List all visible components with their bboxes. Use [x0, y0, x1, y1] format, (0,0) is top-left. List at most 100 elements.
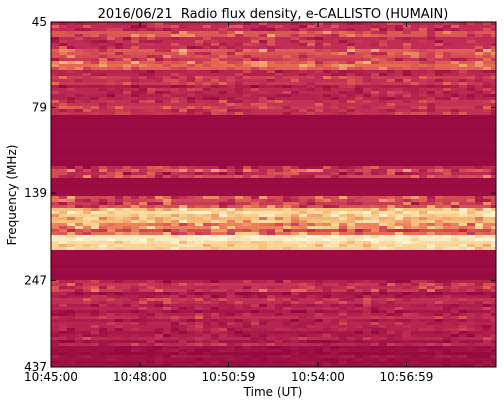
spectrogram-cell	[435, 40, 443, 43]
spectrogram-cell	[379, 283, 387, 286]
spectrogram-cell	[51, 28, 59, 31]
spectrogram-cell	[91, 343, 99, 346]
spectrogram-cell	[323, 199, 331, 202]
spectrogram-cell	[283, 307, 291, 310]
spectrogram-cell	[291, 247, 299, 250]
spectrogram-cell	[403, 112, 411, 115]
spectrogram-cell	[483, 217, 491, 220]
spectrogram-cell	[275, 238, 283, 241]
spectrogram-cell	[451, 352, 459, 355]
spectrogram-cell	[99, 28, 107, 31]
spectrogram-cell	[355, 202, 363, 205]
spectrogram-cell	[355, 226, 363, 229]
spectrogram-cell	[51, 67, 59, 70]
spectrogram-cell	[187, 283, 195, 286]
spectrogram-cell	[243, 175, 251, 178]
spectrogram-cell	[387, 355, 395, 358]
spectrogram-cell	[259, 61, 267, 64]
spectrogram-cell	[299, 235, 307, 238]
spectrogram-cell	[411, 364, 419, 367]
spectrogram-cell	[179, 166, 187, 169]
spectrogram-cell	[259, 247, 267, 250]
spectrogram-cell	[267, 70, 275, 73]
spectrogram-cell	[267, 97, 275, 100]
spectrogram-cell	[219, 340, 227, 343]
spectrogram-cell	[275, 169, 283, 172]
spectrogram-cell	[67, 313, 75, 316]
spectrogram-cell	[163, 283, 171, 286]
spectrogram-cell	[147, 349, 155, 352]
spectrogram-cell	[243, 205, 251, 208]
spectrogram-cell	[427, 244, 435, 247]
spectrogram-cell	[299, 220, 307, 223]
spectrogram-cell	[83, 244, 91, 247]
spectrogram-cell	[91, 169, 99, 172]
spectrogram-cell	[379, 352, 387, 355]
spectrogram-cell	[195, 307, 203, 310]
spectrogram-cell	[267, 46, 275, 49]
spectrogram-cell	[419, 169, 427, 172]
spectrogram-cell	[435, 322, 443, 325]
spectrogram-cell	[323, 235, 331, 238]
spectrogram-cell	[59, 103, 67, 106]
spectrogram-cell	[435, 223, 443, 226]
spectrogram-cell	[339, 214, 347, 217]
spectrogram-cell	[347, 46, 355, 49]
spectrogram-cell	[211, 334, 219, 337]
spectrogram-cell	[419, 229, 427, 232]
spectrogram-cell	[163, 337, 171, 340]
spectrogram-cell	[339, 355, 347, 358]
spectrogram-cell	[107, 37, 115, 40]
spectrogram-cell	[483, 49, 491, 52]
spectrogram-cell	[99, 52, 107, 55]
spectrogram-row	[51, 277, 496, 280]
spectrogram-cell	[107, 202, 115, 205]
spectrogram-cell	[107, 229, 115, 232]
spectrogram-cell	[107, 67, 115, 70]
spectrogram-cell	[491, 226, 496, 229]
spectrogram-cell	[363, 304, 371, 307]
spectrogram-cell	[371, 28, 379, 31]
spectrogram-cell	[267, 205, 275, 208]
spectrogram-cell	[483, 175, 491, 178]
spectrogram-cell	[475, 283, 483, 286]
spectrogram-cell	[123, 241, 131, 244]
spectrogram-cell	[59, 76, 67, 79]
spectrogram-cell	[283, 166, 291, 169]
spectrogram-cell	[227, 202, 235, 205]
spectrogram-cell	[187, 349, 195, 352]
spectrogram-row	[51, 226, 496, 229]
spectrogram-row	[51, 175, 496, 178]
spectrogram-cell	[323, 169, 331, 172]
spectrogram-cell	[179, 34, 187, 37]
spectrogram-cell	[83, 229, 91, 232]
spectrogram-cell	[291, 349, 299, 352]
spectrogram-cell	[419, 58, 427, 61]
spectrogram-cell	[427, 292, 435, 295]
spectrogram-cell	[107, 337, 115, 340]
spectrogram-cell	[187, 343, 195, 346]
spectrogram-cell	[267, 199, 275, 202]
spectrogram-cell	[147, 346, 155, 349]
spectrogram-cell	[451, 58, 459, 61]
spectrogram-cell	[363, 73, 371, 76]
spectrogram-cell	[171, 217, 179, 220]
spectrogram-cell	[131, 289, 139, 292]
spectrogram-cell	[347, 202, 355, 205]
spectrogram-cell	[315, 325, 323, 328]
spectrogram-cell	[371, 235, 379, 238]
spectrogram-cell	[251, 58, 259, 61]
spectrogram-cell	[267, 307, 275, 310]
spectrogram-cell	[475, 52, 483, 55]
spectrogram-cell	[235, 61, 243, 64]
spectrogram-cell	[267, 73, 275, 76]
spectrogram-cell	[171, 349, 179, 352]
spectrogram-cell	[467, 88, 475, 91]
spectrogram-cell	[315, 331, 323, 334]
spectrogram-cell	[395, 331, 403, 334]
spectrogram-cell	[491, 22, 496, 25]
spectrogram-cell	[51, 361, 59, 364]
spectrogram-cell	[379, 37, 387, 40]
spectrogram-cell	[211, 229, 219, 232]
spectrogram-cell	[403, 325, 411, 328]
